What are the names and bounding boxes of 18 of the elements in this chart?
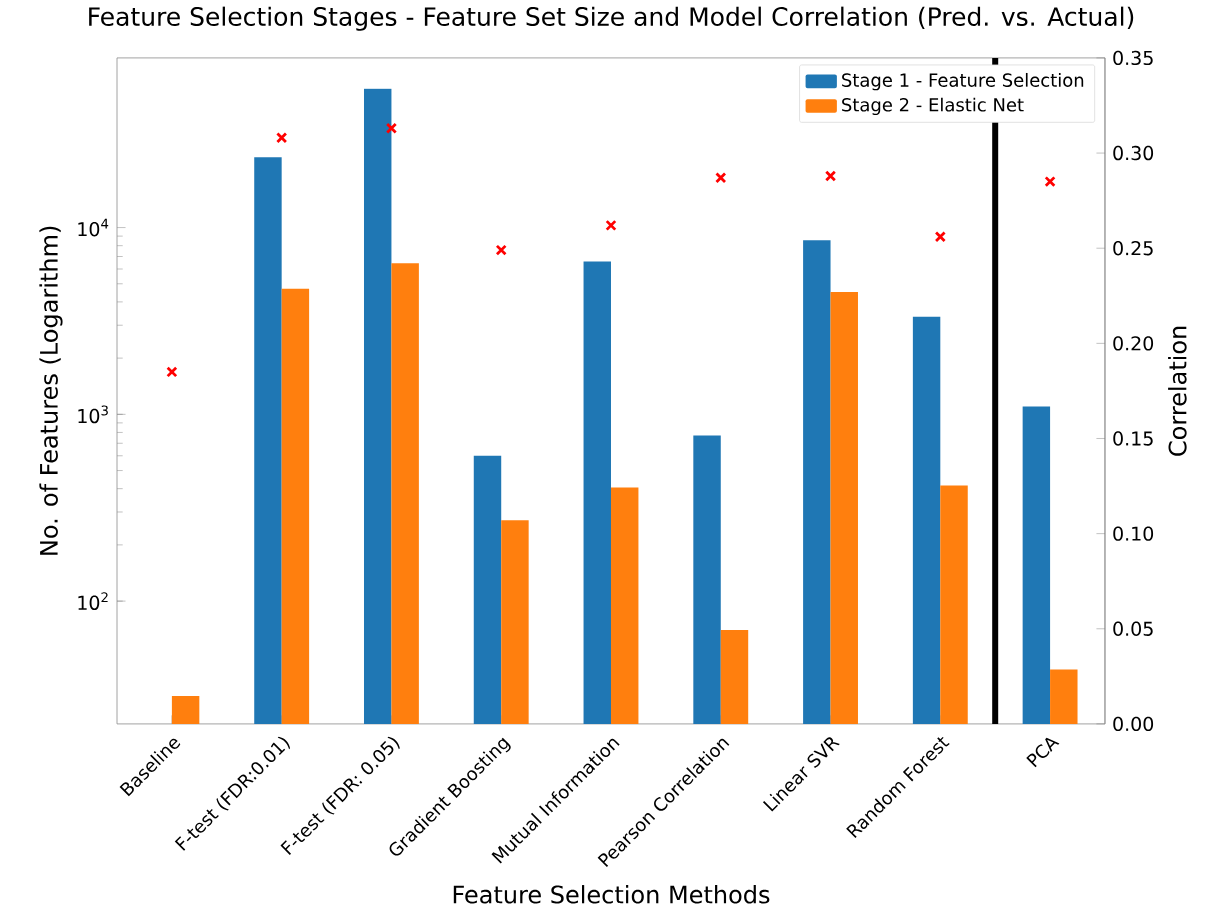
y2-tick-label: 0.10 [1113, 526, 1154, 541]
legend-label: Stage 2 - Elastic Net [842, 97, 1024, 115]
y2-tick-label: 0.20 [1113, 336, 1154, 351]
y2-tick-label: 0.30 [1113, 145, 1154, 161]
y-tick-label: 10$^{4}$ [78, 218, 109, 237]
y2-tick-label: 0.15 [1113, 431, 1153, 446]
y2-tick-label: 0.05 [1113, 621, 1153, 636]
y-tick-label: 10$^{2}$ [78, 592, 108, 610]
y2-tick-label: 0.00 [1113, 716, 1154, 731]
chart-title: Feature Selection Stages - Feature Set Size and Model Correlation (Pred. vs. Actual) [89, 6, 1134, 31]
y2-axis-title: Correlation [1168, 326, 1187, 456]
legend-label: Stage 1 - Feature Selection [842, 72, 1084, 91]
y-tick-label: 10$^{3}$ [78, 405, 108, 424]
y2-tick-label: 0.25 [1113, 240, 1153, 256]
y-axis-title: No. of Features (Logarithm) [39, 226, 63, 555]
y2-tick-label: 0.35 [1113, 50, 1153, 65]
x-axis-title: Feature Selection Methods [453, 884, 770, 904]
x-tick-label: PCA [1026, 737, 1060, 768]
